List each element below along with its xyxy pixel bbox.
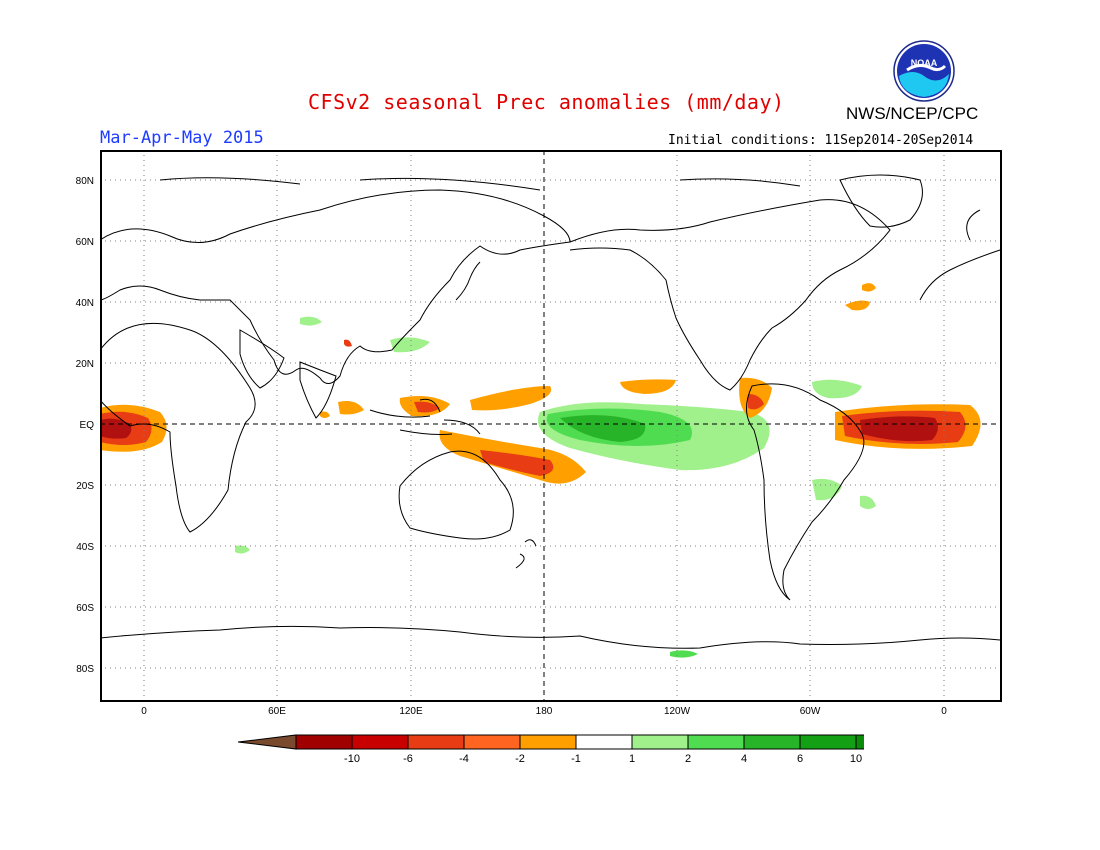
colorbar-label: 4 bbox=[741, 753, 747, 765]
colorbar-cell bbox=[575, 734, 633, 750]
lon-label: 120W bbox=[664, 706, 691, 717]
colorbar-cell bbox=[687, 734, 745, 750]
colorbar-cell bbox=[799, 734, 857, 750]
colorbar-label: 2 bbox=[685, 753, 691, 765]
lon-label: 60W bbox=[800, 706, 821, 717]
longitude-axis: 0 60E 120E 180 120W 60W 0 bbox=[141, 706, 947, 717]
lon-label: 0 bbox=[141, 706, 147, 717]
colorbar-arrow-low bbox=[238, 734, 297, 750]
lat-label: 60S bbox=[76, 603, 94, 614]
color-scale-bar: -10 -6 -4 -2 -1 1 2 4 6 10 bbox=[238, 734, 864, 765]
colorbar-cell bbox=[407, 734, 465, 750]
colorbar-label: -1 bbox=[571, 753, 581, 765]
lon-label: 120E bbox=[399, 706, 423, 717]
colorbar-label: 10 bbox=[850, 753, 862, 765]
colorbar-label: -6 bbox=[403, 753, 413, 765]
colorbar-label: -4 bbox=[459, 753, 469, 765]
lat-label: 40N bbox=[76, 298, 94, 309]
svg-text:NOAA: NOAA bbox=[911, 58, 938, 68]
colorbar-cell bbox=[351, 734, 409, 750]
colorbar-cell bbox=[743, 734, 801, 750]
colorbar-label: 6 bbox=[797, 753, 803, 765]
colorbar-label: 1 bbox=[629, 753, 635, 765]
reference-lines bbox=[100, 150, 1000, 700]
season-label: Mar-Apr-May 2015 bbox=[100, 128, 264, 148]
lon-label: 60E bbox=[268, 706, 286, 717]
colorbar-cell bbox=[855, 734, 864, 750]
lon-label: 180 bbox=[536, 706, 553, 717]
colorbar-cell bbox=[295, 734, 353, 750]
lat-label: 20S bbox=[76, 481, 94, 492]
lat-label: 20N bbox=[76, 359, 94, 370]
noaa-logo: NOAA bbox=[893, 40, 955, 102]
lon-label: 0 bbox=[941, 706, 947, 717]
lat-label: 80N bbox=[76, 176, 94, 187]
colorbar-cell bbox=[631, 734, 689, 750]
coastlines bbox=[100, 174, 1001, 649]
latitude-axis: 80N 60N 40N 20N EQ 20S 40S 60S 80S bbox=[76, 176, 95, 675]
lat-label: EQ bbox=[80, 420, 95, 431]
colorbar-label: -10 bbox=[344, 753, 360, 765]
colorbar-cell bbox=[463, 734, 521, 750]
lat-label: 40S bbox=[76, 542, 94, 553]
precip-anomaly-map bbox=[100, 150, 1002, 702]
agency-label: NWS/NCEP/CPC bbox=[846, 104, 979, 123]
lat-label: 80S bbox=[76, 664, 94, 675]
lat-lon-grid bbox=[100, 150, 1000, 700]
colorbar-cell bbox=[519, 734, 577, 750]
initial-conditions-label: Initial conditions: 11Sep2014-20Sep2014 bbox=[668, 133, 974, 148]
colorbar-label: -2 bbox=[515, 753, 525, 765]
map-title: CFSv2 seasonal Prec anomalies (mm/day) bbox=[308, 90, 785, 114]
lat-label: 60N bbox=[76, 237, 94, 248]
